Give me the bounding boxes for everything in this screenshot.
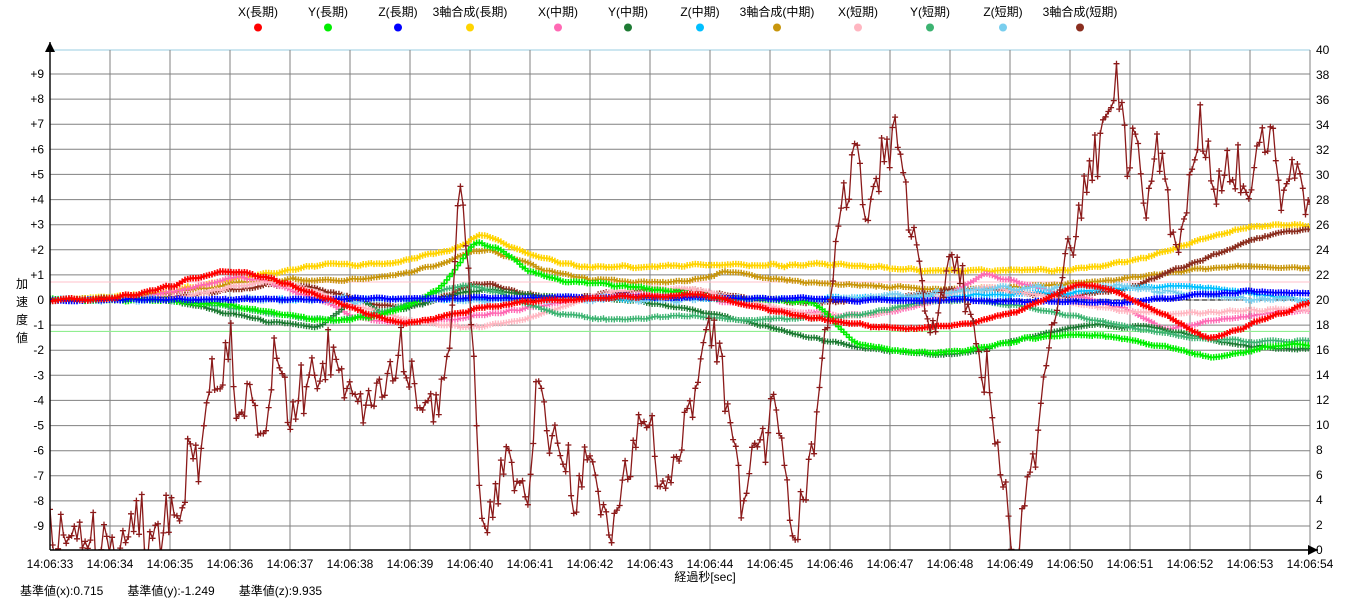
- svg-text:基準値(x):0.715 基準値(y):-1.249 基: 基準値(x):0.715 基準値(y):-1.249 基準値(z):9.935: [20, 583, 322, 598]
- svg-text:26: 26: [1316, 218, 1330, 232]
- svg-text:-2: -2: [33, 343, 44, 357]
- svg-text:加: 加: [16, 277, 28, 291]
- svg-text:X(中期): X(中期): [538, 4, 578, 19]
- svg-text:Z(中期): Z(中期): [680, 4, 719, 19]
- svg-text:14:06:46: 14:06:46: [807, 557, 854, 571]
- svg-text:24: 24: [1316, 243, 1330, 257]
- svg-text:Y(短期): Y(短期): [910, 5, 950, 19]
- svg-text:Y(中期): Y(中期): [608, 4, 648, 19]
- svg-text:34: 34: [1316, 118, 1330, 132]
- svg-text:14:06:48: 14:06:48: [927, 557, 974, 571]
- svg-text:14:06:37: 14:06:37: [267, 557, 314, 571]
- svg-text:14:06:54: 14:06:54: [1287, 557, 1334, 571]
- svg-text:+6: +6: [30, 142, 44, 156]
- svg-text:値: 値: [16, 330, 28, 345]
- svg-text:14:06:49: 14:06:49: [987, 557, 1034, 571]
- svg-text:18: 18: [1316, 318, 1330, 332]
- svg-text:度: 度: [16, 312, 28, 327]
- svg-text:4: 4: [1316, 493, 1323, 507]
- svg-text:+3: +3: [30, 218, 44, 232]
- svg-text:Y(長期): Y(長期): [308, 5, 348, 19]
- svg-text:14:06:42: 14:06:42: [567, 557, 614, 571]
- svg-text:X(長期): X(長期): [238, 5, 278, 19]
- svg-text:6: 6: [1316, 468, 1323, 482]
- svg-text:-8: -8: [33, 494, 44, 508]
- svg-text:14:06:39: 14:06:39: [387, 557, 434, 571]
- svg-text:14:06:50: 14:06:50: [1047, 557, 1094, 571]
- svg-text:14: 14: [1316, 368, 1330, 382]
- svg-text:+7: +7: [30, 117, 44, 131]
- svg-text:+9: +9: [30, 67, 44, 81]
- svg-text:+4: +4: [30, 193, 44, 207]
- svg-text:32: 32: [1316, 143, 1330, 157]
- svg-text:-7: -7: [33, 469, 44, 483]
- svg-text:+1: +1: [30, 268, 44, 282]
- svg-text:-5: -5: [33, 419, 44, 433]
- svg-text:-6: -6: [33, 444, 44, 458]
- svg-text:30: 30: [1316, 168, 1330, 182]
- svg-text:-4: -4: [33, 393, 44, 407]
- svg-text:14:06:47: 14:06:47: [867, 557, 914, 571]
- svg-text:14:06:40: 14:06:40: [447, 557, 494, 571]
- svg-text:-3: -3: [33, 368, 44, 382]
- svg-text:Z(長期): Z(長期): [378, 5, 417, 19]
- svg-text:14:06:44: 14:06:44: [687, 557, 734, 571]
- svg-text:速: 速: [16, 295, 28, 309]
- svg-text:16: 16: [1316, 343, 1330, 357]
- svg-text:14:06:38: 14:06:38: [327, 557, 374, 571]
- svg-text:Z(短期): Z(短期): [983, 5, 1022, 19]
- svg-text:36: 36: [1316, 93, 1330, 107]
- svg-text:8: 8: [1316, 443, 1323, 457]
- svg-text:40: 40: [1316, 43, 1330, 57]
- svg-text:20: 20: [1316, 293, 1330, 307]
- svg-text:3軸合成(長期): 3軸合成(長期): [433, 4, 508, 19]
- svg-text:経過秒[sec]: 経過秒[sec]: [674, 570, 735, 584]
- svg-text:+5: +5: [30, 167, 44, 181]
- svg-text:14:06:36: 14:06:36: [207, 557, 254, 571]
- svg-text:14:06:45: 14:06:45: [747, 557, 794, 571]
- svg-text:38: 38: [1316, 68, 1330, 82]
- svg-text:14:06:35: 14:06:35: [147, 557, 194, 571]
- svg-text:14:06:51: 14:06:51: [1107, 557, 1154, 571]
- svg-text:0: 0: [37, 293, 44, 307]
- svg-text:14:06:43: 14:06:43: [627, 557, 674, 571]
- svg-text:3軸合成(短期): 3軸合成(短期): [1043, 4, 1118, 19]
- svg-text:0: 0: [1316, 543, 1323, 557]
- svg-text:+2: +2: [30, 243, 44, 257]
- svg-text:28: 28: [1316, 193, 1330, 207]
- svg-text:22: 22: [1316, 268, 1330, 282]
- svg-text:3軸合成(中期): 3軸合成(中期): [740, 4, 815, 19]
- svg-text:-1: -1: [33, 318, 44, 332]
- svg-text:10: 10: [1316, 418, 1330, 432]
- svg-text:-9: -9: [33, 519, 44, 533]
- svg-text:14:06:53: 14:06:53: [1227, 557, 1274, 571]
- svg-text:14:06:34: 14:06:34: [87, 557, 134, 571]
- svg-text:2: 2: [1316, 518, 1323, 532]
- svg-text:14:06:52: 14:06:52: [1167, 557, 1214, 571]
- svg-text:14:06:41: 14:06:41: [507, 557, 554, 571]
- svg-text:+8: +8: [30, 92, 44, 106]
- svg-text:14:06:33: 14:06:33: [27, 557, 74, 571]
- svg-text:X(短期): X(短期): [838, 5, 878, 19]
- svg-text:12: 12: [1316, 393, 1330, 407]
